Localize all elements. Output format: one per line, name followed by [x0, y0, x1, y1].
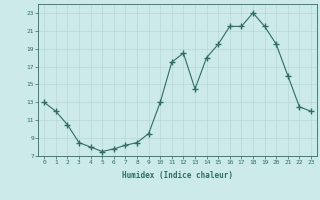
X-axis label: Humidex (Indice chaleur): Humidex (Indice chaleur) [122, 171, 233, 180]
